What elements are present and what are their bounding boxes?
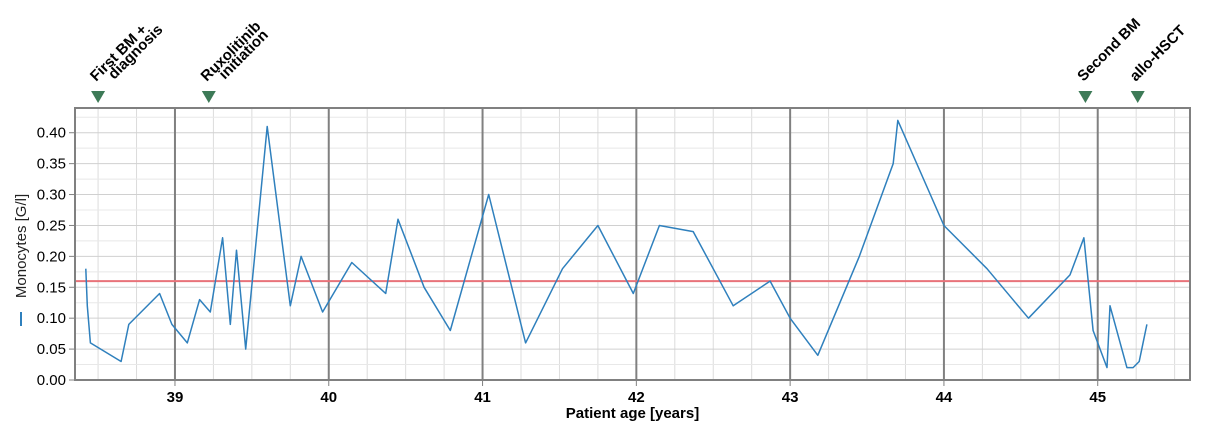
event-marker-icon [91,91,106,103]
event-marker-icon [201,91,216,103]
y-axis-ticks: 0.00 0.05 0.10 0.15 0.20 0.25 0.30 0.35 0.40 [37,125,75,389]
x-tick-label: 43 [782,389,799,406]
x-axis-ticks: 39 40 41 42 43 44 45 [167,380,1106,406]
y-tick-label: 0.20 [37,248,66,265]
x-tick-label: 44 [936,389,953,406]
y-tick-label: 0.30 [37,187,66,204]
event-marker-icon [1078,91,1093,103]
event-marker-icon [1130,91,1145,103]
y-tick-label: 0.00 [37,372,66,389]
y-axis-title: Monocytes [G/l] [13,194,30,298]
series-group [85,119,1148,369]
x-tick-label: 41 [474,389,491,406]
y-tick-label: 0.25 [37,217,66,234]
x-tick-label: 45 [1089,389,1106,406]
y-axis-title-group: Monocytes [G/l] [13,194,30,326]
y-tick-label: 0.05 [37,341,66,358]
x-tick-label: 42 [628,389,645,406]
x-tick-label: 40 [320,389,337,406]
y-tick-label: 0.15 [37,279,66,296]
plot-frame [74,107,1191,381]
series-line [85,119,1148,369]
y-tick-label: 0.10 [37,310,66,327]
y-tick-label: 0.35 [37,156,66,173]
x-tick-label: 39 [167,389,184,406]
y-tick-label: 0.40 [37,125,66,142]
x-axis-title: Patient age [years] [566,405,699,422]
